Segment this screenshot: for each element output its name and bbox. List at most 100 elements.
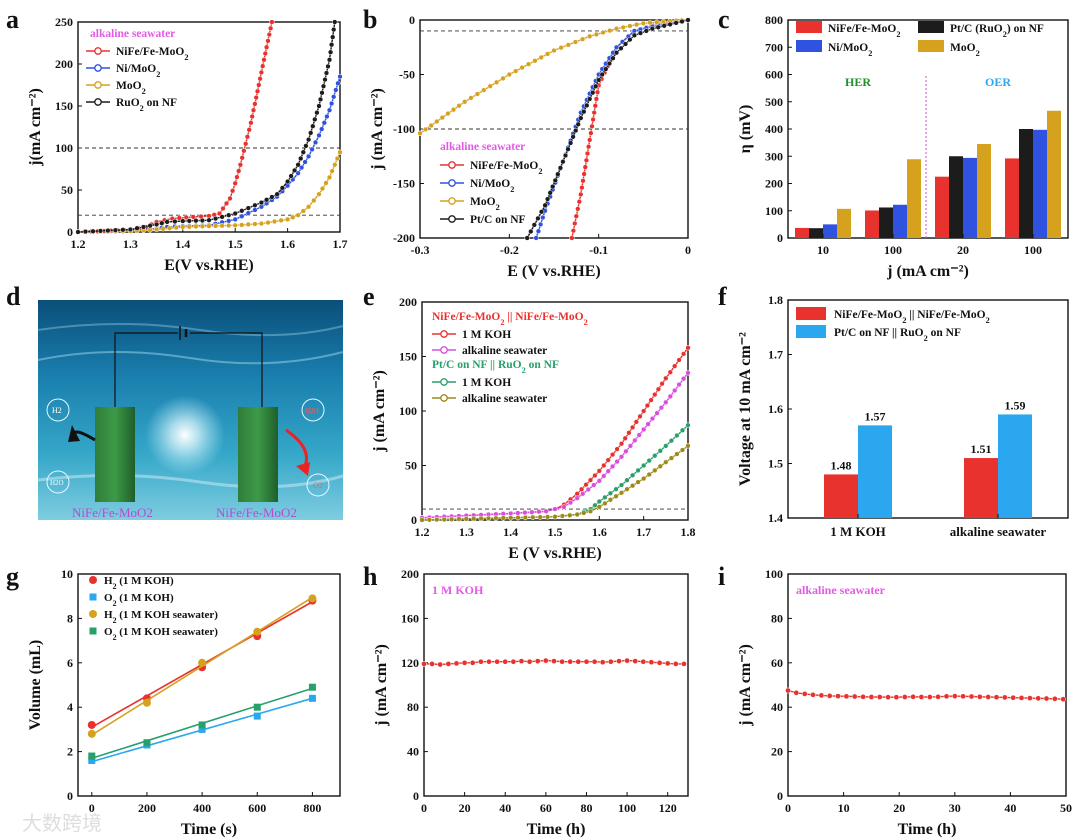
series-point <box>421 661 427 667</box>
series-point <box>332 19 338 25</box>
series-point <box>589 123 595 129</box>
y-tick-label: 500 <box>765 95 783 109</box>
series-point <box>502 658 509 665</box>
series-point <box>885 694 891 701</box>
series-point <box>573 213 579 219</box>
bar-value-label: 1.51 <box>971 442 992 456</box>
series-point <box>585 144 592 150</box>
series-point <box>593 83 599 89</box>
series-point <box>590 90 596 96</box>
data-point <box>88 756 96 764</box>
series-point <box>322 76 328 83</box>
bar <box>1047 110 1061 238</box>
series-point <box>536 509 542 515</box>
series-point <box>249 113 255 120</box>
bubble-h2o-right <box>301 398 325 422</box>
series-point <box>641 426 647 433</box>
series-point <box>173 224 179 231</box>
series-point <box>613 493 619 499</box>
series-point <box>655 386 662 392</box>
panel-title: 1 M KOH <box>432 583 484 597</box>
series-point <box>265 38 271 44</box>
series-point <box>316 191 322 197</box>
series-point <box>594 89 601 95</box>
chart-a: 1.2 1.3 1.4 1.5 1.6 1.7 0 50 100 150 200 250 E(V vs.… <box>27 15 348 274</box>
panel-letter-b: b <box>363 5 377 34</box>
legend-marker <box>448 179 456 187</box>
series-point <box>226 222 232 229</box>
series-point <box>226 212 232 218</box>
data-point <box>308 694 316 702</box>
series-point <box>614 446 620 452</box>
series-point <box>558 45 564 51</box>
series-point <box>633 419 639 425</box>
right-electrode-label: NiFe/Fe-MoO2 <box>216 505 297 520</box>
legend-marker <box>94 81 102 89</box>
x-tick-label: 30 <box>949 801 961 815</box>
series-point <box>583 482 589 488</box>
series-point <box>631 32 638 38</box>
series-point <box>547 190 553 196</box>
series-point <box>544 51 551 57</box>
chart-f: 1.4 1.5 1.6 1.7 1.8 Voltage at 10 mA cm⁻² 1.48… <box>737 293 1069 539</box>
series-point <box>239 155 245 161</box>
panel-title: alkaline seawater <box>796 583 886 597</box>
series-point <box>672 363 678 369</box>
series-point <box>667 21 673 28</box>
legend-label: NiFe/Fe-MoO2 <box>828 23 900 39</box>
series-point <box>508 515 514 521</box>
series-point <box>239 213 245 219</box>
series-point <box>572 220 578 227</box>
series-point <box>641 475 647 482</box>
series-point <box>246 127 252 133</box>
y-axis-label: Volume (mL) <box>27 640 44 731</box>
series-point <box>212 223 219 229</box>
series-point <box>685 422 691 428</box>
series-point <box>679 427 686 433</box>
series-point <box>229 188 236 194</box>
data-point <box>308 683 316 691</box>
y-tick-label: 0 <box>777 789 783 803</box>
y-axis-label: j (mA cm⁻²) <box>737 644 754 727</box>
x-tick-label: alkaline seawater <box>950 524 1047 539</box>
series-point <box>624 477 630 483</box>
series-point <box>531 222 537 228</box>
series-point <box>668 455 675 461</box>
series-point <box>254 88 261 94</box>
series-point <box>485 515 492 522</box>
wire-left <box>114 332 178 420</box>
legend-group-title: NiFe/Fe-MoO2 || NiFe/Fe-MoO2 <box>432 311 588 327</box>
series-point <box>243 141 249 147</box>
x-tick-label: 1.6 <box>592 525 607 539</box>
x-tick-label: 0 <box>685 243 691 257</box>
series-point <box>601 462 607 469</box>
series-point <box>506 71 512 78</box>
series-point <box>609 451 616 458</box>
series-point <box>785 687 791 694</box>
series-point <box>580 491 586 497</box>
bar <box>907 159 921 238</box>
series-point <box>649 26 655 32</box>
bar <box>858 425 892 518</box>
series-point <box>600 29 606 36</box>
series-point <box>429 661 435 667</box>
series-point <box>533 235 539 241</box>
series-point <box>316 132 322 139</box>
series-point <box>219 223 225 229</box>
series-point <box>331 94 337 100</box>
series-point <box>976 693 983 700</box>
left-electrode-label: NiFe/Fe-MoO2 <box>72 505 153 520</box>
series-point <box>298 155 304 162</box>
series-point <box>593 31 600 38</box>
series-point <box>559 513 566 519</box>
series-point <box>676 381 682 388</box>
series-point <box>186 218 192 224</box>
y-tick-label: 100 <box>765 204 783 218</box>
series-point <box>478 658 484 665</box>
y-tick-label: 1.7 <box>768 348 783 362</box>
legend-label: Pt/C on NF || RuO2 on NF <box>834 327 961 343</box>
data-point <box>253 627 262 636</box>
series-point <box>244 134 251 140</box>
x-tick-label: 600 <box>248 801 266 815</box>
legend-marker <box>440 346 448 354</box>
